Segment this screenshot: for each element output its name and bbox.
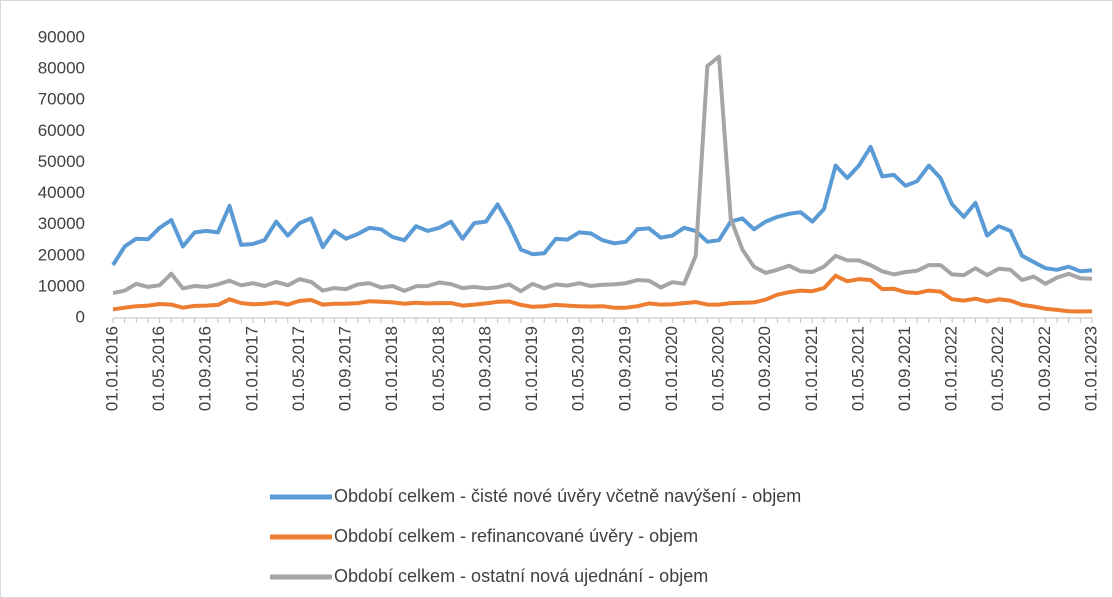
x-tick-label: 01.01.2020: [662, 326, 681, 411]
x-tick-label: 01.09.2020: [755, 326, 774, 411]
y-tick-label: 40000: [38, 183, 85, 202]
x-tick-label: 01.05.2022: [988, 326, 1007, 411]
x-tick-label: 01.01.2017: [242, 326, 261, 411]
x-tick-label: 01.01.2023: [1081, 326, 1100, 411]
legend-label: Období celkem - refinancované úvěry - ob…: [334, 526, 698, 546]
legend-label: Období celkem - ostatní nová ujednání - …: [334, 566, 708, 586]
x-tick-label: 01.09.2016: [196, 326, 215, 411]
x-tick-label: 01.05.2016: [149, 326, 168, 411]
x-tick-label: 01.01.2018: [382, 326, 401, 411]
y-tick-label: 70000: [38, 90, 85, 109]
x-tick-label: 01.05.2019: [569, 326, 588, 411]
x-tick-label: 01.01.2022: [942, 326, 961, 411]
y-tick-label: 30000: [38, 214, 85, 233]
y-tick-label: 0: [76, 307, 85, 326]
y-tick-label: 10000: [38, 276, 85, 295]
x-tick-label: 01.05.2020: [709, 326, 728, 411]
series-line: [112, 273, 1093, 314]
y-tick-label: 50000: [38, 152, 85, 171]
x-tick-label: 01.09.2018: [475, 326, 494, 411]
x-tick-label: 01.05.2021: [848, 326, 867, 411]
legend-label: Období celkem - čisté nové úvěry včetně …: [334, 486, 801, 506]
x-tick-label: 01.09.2021: [895, 326, 914, 411]
y-tick-label: 80000: [38, 59, 85, 78]
series-line: [111, 144, 1093, 274]
x-tick-label: 01.01.2019: [522, 326, 541, 411]
x-tick-label: 01.01.2021: [802, 326, 821, 411]
y-tick-label: 90000: [38, 27, 85, 46]
x-tick-label: 01.01.2016: [102, 326, 121, 411]
series-line: [112, 54, 1093, 296]
x-tick-label: 01.09.2017: [336, 326, 355, 411]
y-tick-label: 60000: [38, 121, 85, 140]
x-tick-label: 01.05.2018: [429, 326, 448, 411]
x-tick-label: 01.09.2022: [1035, 326, 1054, 411]
x-tick-label: 01.09.2019: [615, 326, 634, 411]
y-tick-label: 20000: [38, 245, 85, 264]
x-tick-label: 01.05.2017: [289, 326, 308, 411]
